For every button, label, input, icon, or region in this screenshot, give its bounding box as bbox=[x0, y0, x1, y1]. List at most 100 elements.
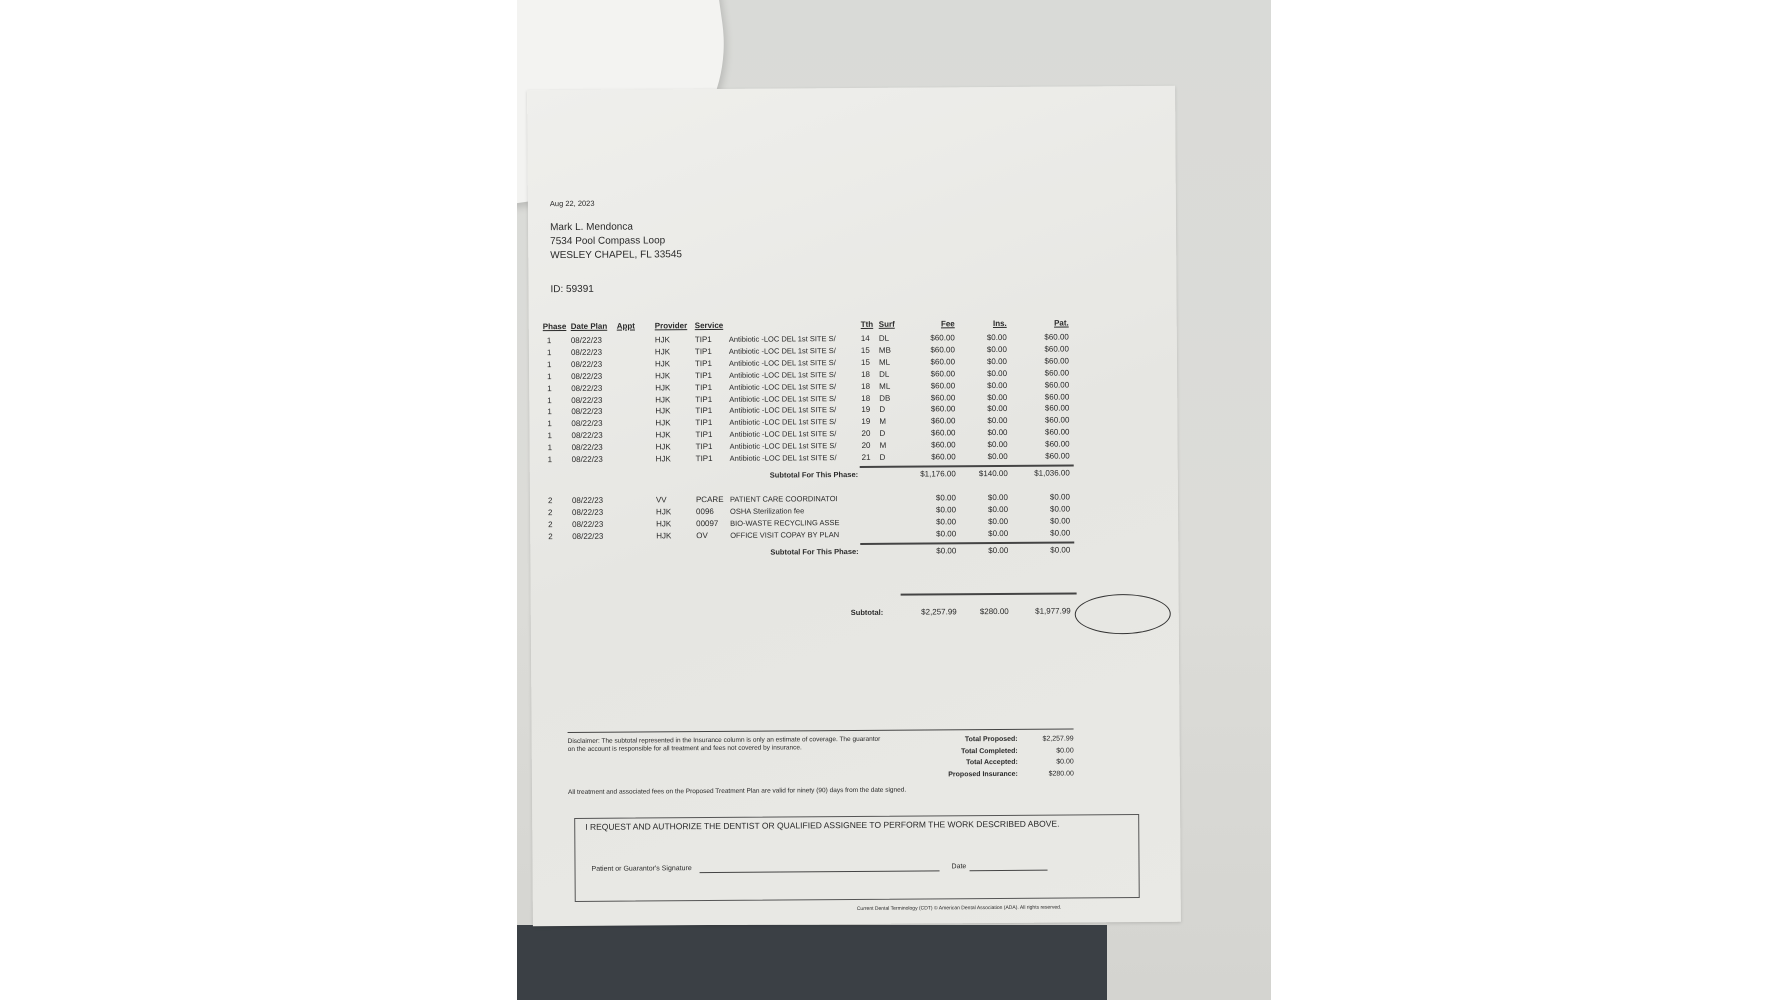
cell-service: PCARE bbox=[695, 494, 724, 505]
cell-provider: HJK bbox=[656, 519, 672, 529]
cell-desc: Antibiotic -LOC DEL 1st SITE S/ bbox=[728, 334, 836, 344]
cell-provider: HJK bbox=[654, 347, 671, 357]
cell-pat: $60.00 bbox=[1044, 427, 1070, 437]
cell-provider: HJK bbox=[654, 359, 671, 369]
subtotal-pat: $1,036.00 bbox=[1034, 468, 1070, 478]
cell-service: TIP1 bbox=[695, 370, 713, 380]
cell-phase: 1 bbox=[547, 455, 553, 465]
signature-line[interactable] bbox=[699, 870, 940, 874]
cell-service: TIP1 bbox=[695, 382, 713, 392]
cell-provider: HJK bbox=[655, 370, 671, 381]
cell-desc: BIO-WASTE RECYCLING ASSE bbox=[730, 517, 840, 528]
cell-fee: $60.00 bbox=[930, 368, 956, 379]
cell-surf: D bbox=[879, 452, 886, 462]
cell-tth: 18 bbox=[861, 393, 871, 403]
validity-note: All treatment and associated fees on the… bbox=[567, 786, 907, 797]
cell-date: 08/22/23 bbox=[571, 430, 603, 441]
cell-fee: $60.00 bbox=[931, 452, 956, 462]
cell-ins: $0.00 bbox=[987, 404, 1008, 414]
cell-desc: Antibiotic -LOC DEL 1st SITE S/ bbox=[729, 429, 837, 440]
header-fee: Fee bbox=[940, 319, 955, 329]
cell-service: TIP1 bbox=[695, 394, 713, 404]
treatment-plan-document: Aug 22, 2023 Mark L. Mendonca 7534 Pool … bbox=[527, 85, 1181, 927]
cell-tth: 15 bbox=[860, 357, 870, 367]
cell-surf: M bbox=[879, 440, 887, 450]
document-date: Aug 22, 2023 bbox=[549, 198, 595, 209]
cell-phase: 1 bbox=[546, 336, 552, 346]
cell-service: TIP1 bbox=[695, 406, 713, 416]
cell-tth: 15 bbox=[860, 345, 870, 355]
cell-fee: $0.00 bbox=[935, 505, 957, 515]
cell-phase: 1 bbox=[547, 395, 552, 405]
cell-ins: $0.00 bbox=[988, 528, 1009, 538]
cell-phase: 1 bbox=[547, 371, 552, 381]
header-ins: Ins. bbox=[992, 318, 1007, 329]
cell-pat: $0.00 bbox=[1049, 504, 1071, 514]
cell-phase: 1 bbox=[547, 443, 553, 453]
cell-provider: HJK bbox=[654, 335, 670, 345]
cell-phase: 1 bbox=[547, 419, 552, 429]
disclaimer: Disclaimer: The subtotal represented in … bbox=[567, 735, 881, 754]
cell-date: 08/22/23 bbox=[571, 442, 603, 453]
cell-fee: $60.00 bbox=[930, 345, 955, 355]
grand-subtotal-label: Subtotal: bbox=[850, 607, 884, 618]
cdt-footer: Current Dental Terminology (CDT) © Ameri… bbox=[856, 904, 1062, 912]
cell-service: TIP1 bbox=[694, 358, 712, 368]
header-date-plan: Date Plan bbox=[570, 321, 608, 331]
cell-phase: 1 bbox=[546, 359, 552, 369]
cell-service: TIP1 bbox=[694, 334, 712, 345]
cell-provider: HJK bbox=[655, 430, 671, 440]
cell-date: 08/22/23 bbox=[572, 519, 604, 529]
cell-date: 08/22/23 bbox=[570, 335, 603, 345]
divider bbox=[859, 464, 1074, 468]
cell-ins: $0.00 bbox=[987, 392, 1008, 402]
cell-ins: $0.00 bbox=[986, 332, 1007, 343]
cell-fee: $0.00 bbox=[936, 517, 957, 527]
cell-service: TIP1 bbox=[694, 346, 712, 356]
cell-pat: $60.00 bbox=[1045, 451, 1070, 461]
cell-ins: $0.00 bbox=[987, 451, 1008, 462]
cell-date: 08/22/23 bbox=[571, 495, 604, 505]
cell-tth: 20 bbox=[861, 429, 871, 439]
cell-ins: $0.00 bbox=[986, 356, 1008, 366]
cell-fee: $60.00 bbox=[930, 428, 956, 438]
signature-label: Patient or Guarantor's Signature bbox=[591, 865, 692, 873]
cell-desc: Antibiotic -LOC DEL 1st SITE S/ bbox=[729, 369, 836, 380]
header-pat: Pat. bbox=[1054, 318, 1069, 328]
grand-subtotal-ins: $280.00 bbox=[979, 606, 1009, 617]
cell-provider: HJK bbox=[656, 530, 672, 541]
cell-phase: 2 bbox=[547, 496, 553, 506]
date-line[interactable] bbox=[969, 869, 1048, 872]
cell-fee: $60.00 bbox=[930, 333, 955, 343]
cell-ins: $0.00 bbox=[987, 440, 1008, 450]
cell-fee: $0.00 bbox=[935, 493, 956, 503]
total-value: $0.00 bbox=[1056, 746, 1074, 755]
cell-phase: 2 bbox=[548, 531, 553, 541]
cell-pat: $60.00 bbox=[1044, 380, 1070, 390]
cell-tth: 19 bbox=[861, 405, 871, 415]
cell-ins: $0.00 bbox=[988, 516, 1009, 526]
cell-desc: Antibiotic -LOC DEL 1st SITE S/ bbox=[729, 453, 837, 463]
cell-desc: OFFICE VISIT COPAY BY PLAN bbox=[730, 529, 840, 540]
cell-provider: HJK bbox=[655, 406, 671, 416]
cell-surf: ML bbox=[879, 381, 891, 391]
cell-service: 0096 bbox=[696, 506, 714, 516]
cell-ins: $0.00 bbox=[987, 368, 1008, 378]
subtotal-ins: $0.00 bbox=[988, 545, 1009, 556]
cell-date: 08/22/23 bbox=[571, 419, 603, 429]
subtotal-fee: $1,176.00 bbox=[920, 469, 956, 479]
cell-service: TIP1 bbox=[695, 418, 713, 428]
total-label: Total Accepted: bbox=[966, 758, 1018, 767]
cell-provider: HJK bbox=[655, 418, 671, 428]
cell-pat: $60.00 bbox=[1044, 344, 1069, 354]
cell-pat: $60.00 bbox=[1044, 391, 1070, 402]
subtotal-label: Subtotal For This Phase: bbox=[769, 469, 859, 480]
cell-ins: $0.00 bbox=[987, 416, 1008, 426]
cell-tth: 18 bbox=[861, 369, 871, 379]
cell-ins: $0.00 bbox=[987, 492, 1008, 503]
cell-tth: 19 bbox=[861, 417, 871, 427]
cell-surf: DB bbox=[879, 393, 891, 403]
cell-desc: OSHA Sterilization fee bbox=[730, 506, 805, 516]
total-value: $2,257.99 bbox=[1042, 735, 1074, 743]
cell-provider: HJK bbox=[655, 394, 671, 404]
